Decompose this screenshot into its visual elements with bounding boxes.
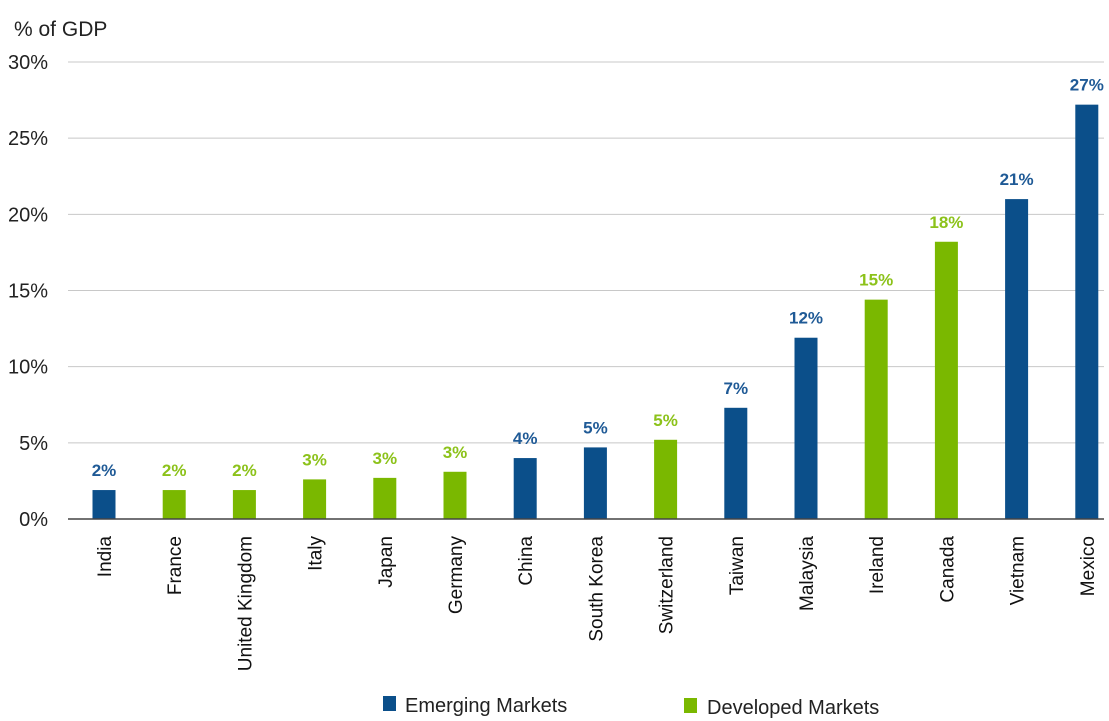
data-label: 15% <box>859 271 893 290</box>
x-tick-label: United Kingdom <box>235 536 256 671</box>
bar-france <box>162 490 186 519</box>
legend-label-developed: Developed Markets <box>707 697 879 719</box>
x-tick-label: France <box>165 536 186 595</box>
data-label: 27% <box>1070 76 1104 95</box>
x-tick-label: Malaysia <box>797 536 818 611</box>
y-tick-label: 25% <box>8 128 48 150</box>
data-label: 7% <box>724 379 749 398</box>
x-tick-label: Switzerland <box>657 536 678 634</box>
x-tick-labels: India France United Kingdom Italy Japan Germa… <box>95 536 1099 672</box>
data-label: 3% <box>373 449 398 468</box>
bar-united-kingdom <box>232 490 256 519</box>
bar-malaysia <box>794 337 818 519</box>
data-labels: 2% 2% 2% 3% 3% 3% 4% 5% 5% 7% 12% 15% 18% 21% 27% <box>92 76 1104 480</box>
data-label: 3% <box>302 450 327 469</box>
x-tick-label: South Korea <box>586 536 607 642</box>
x-tick-label: Germany <box>446 536 467 615</box>
bars <box>92 104 1099 520</box>
x-tick-label: China <box>516 536 537 586</box>
bar-switzerland <box>654 439 678 519</box>
x-tick-label: Japan <box>376 536 397 588</box>
x-tick-label: India <box>95 536 116 578</box>
bar-japan <box>373 477 397 519</box>
bar-italy <box>303 479 327 519</box>
data-label: 3% <box>443 443 468 462</box>
x-tick-label: Italy <box>306 536 327 571</box>
x-tick-label: Taiwan <box>727 536 748 595</box>
legend: Emerging Markets Developed Markets <box>383 695 879 719</box>
data-label: 21% <box>1000 170 1034 189</box>
y-tick-label: 15% <box>8 281 48 303</box>
data-label: 5% <box>653 411 678 430</box>
y-tick-labels: 0% 5% 10% 15% 20% 25% 30% <box>8 52 48 531</box>
data-label: 18% <box>929 213 963 232</box>
gridlines <box>68 61 1104 444</box>
data-label: 5% <box>583 418 608 437</box>
x-tick-label: Canada <box>937 536 958 603</box>
x-tick-label: Mexico <box>1078 536 1099 596</box>
y-tick-label: 5% <box>19 433 48 455</box>
legend-swatch-emerging <box>383 696 396 711</box>
data-label: 2% <box>92 461 117 480</box>
data-label: 12% <box>789 309 823 328</box>
data-label: 4% <box>513 429 538 448</box>
bar-india <box>92 490 116 519</box>
legend-swatch-developed <box>684 698 697 713</box>
bar-china <box>513 458 537 519</box>
legend-label-emerging: Emerging Markets <box>405 695 567 717</box>
y-tick-label: 20% <box>8 204 48 226</box>
bar-ireland <box>864 299 888 519</box>
y-axis-label: % of GDP <box>14 18 107 41</box>
bar-vietnam <box>1005 199 1029 519</box>
bar-canada <box>934 241 958 519</box>
bar-mexico <box>1075 104 1099 520</box>
y-tick-label: 10% <box>8 357 48 379</box>
data-label: 2% <box>232 461 257 480</box>
bar-germany <box>443 471 467 519</box>
y-tick-label: 30% <box>8 52 48 74</box>
bar-south-korea <box>583 447 607 519</box>
x-tick-label: Ireland <box>867 536 888 594</box>
y-tick-label: 0% <box>19 509 48 531</box>
data-label: 2% <box>162 461 187 480</box>
bar-taiwan <box>724 407 748 519</box>
x-tick-label: Vietnam <box>1008 536 1029 605</box>
